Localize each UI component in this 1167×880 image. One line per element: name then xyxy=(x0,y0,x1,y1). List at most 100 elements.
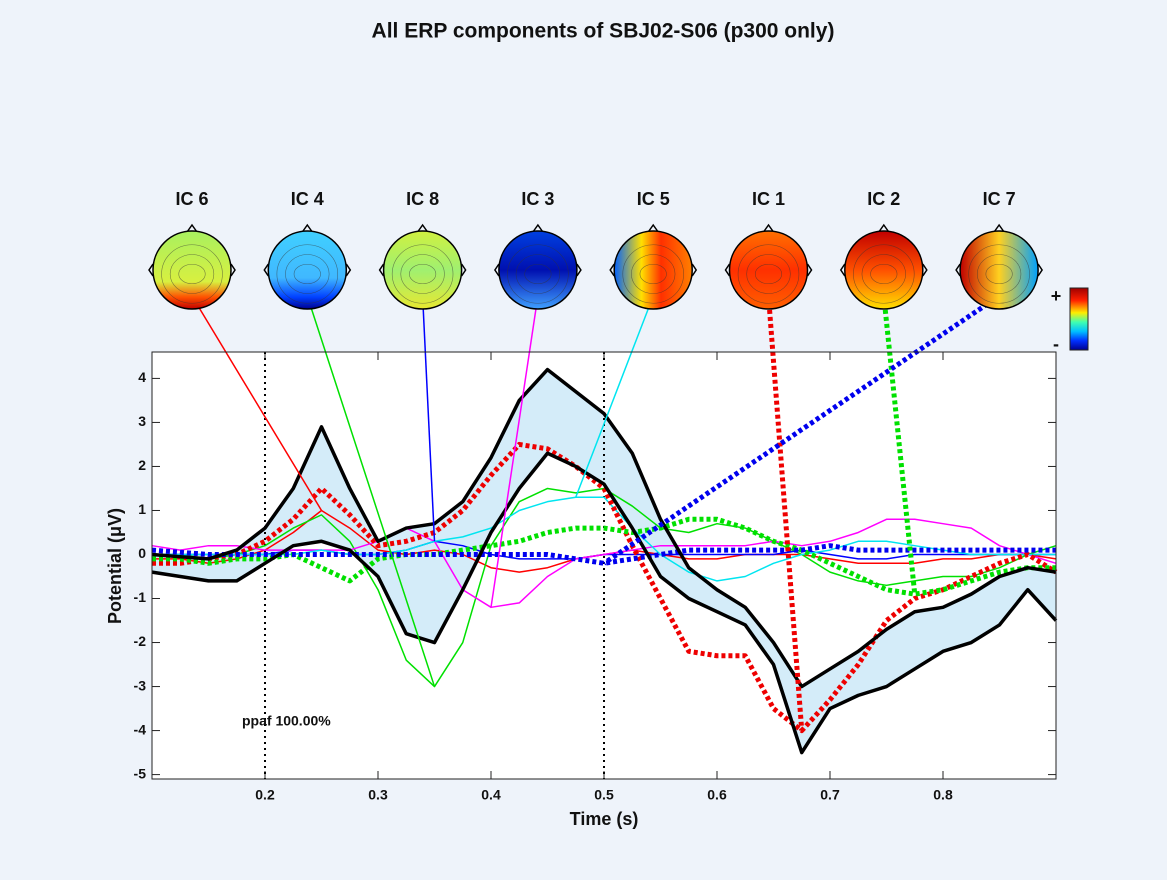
component-line xyxy=(151,543,1056,566)
colorbar-label: + xyxy=(1051,286,1062,306)
topomap-contour xyxy=(409,263,437,285)
topomap-ear xyxy=(839,263,846,277)
topomap-contour xyxy=(524,263,552,285)
colorbar-label: - xyxy=(1053,334,1059,354)
topomap-nose xyxy=(186,223,198,233)
x-tick-label: 0.5 xyxy=(594,787,614,803)
y-tick-label: -2 xyxy=(134,633,147,649)
y-tick-label: -1 xyxy=(134,589,147,605)
topomap xyxy=(959,230,1039,310)
envelope-area xyxy=(152,369,1056,753)
topomap-contour xyxy=(507,244,569,304)
plot-frame xyxy=(151,351,1057,780)
topomap-contour xyxy=(968,244,1030,304)
topomap-contour xyxy=(276,244,339,304)
x-axis-label: Time (s) xyxy=(570,809,639,829)
topomap-nose xyxy=(993,223,1005,233)
topomap-contour xyxy=(754,263,783,285)
topomap-contour xyxy=(985,263,1013,285)
y-tick-label: 2 xyxy=(138,457,146,473)
topomap-nose xyxy=(532,223,544,233)
x-tick-label: 0.8 xyxy=(933,787,953,803)
topomaps: IC 6 IC 4 IC 8 IC 3 IC 5 IC 1 IC 2 IC 7 xyxy=(148,189,1044,310)
x-tick-label: 0.7 xyxy=(820,787,840,803)
y-tick-label: 4 xyxy=(138,369,146,385)
topomap-ear xyxy=(576,263,582,277)
topomap-contour xyxy=(631,254,676,294)
component-link xyxy=(191,295,323,511)
topomap-label: IC 1 xyxy=(752,189,785,209)
topomap-label: IC 2 xyxy=(867,189,900,209)
topomap-ear xyxy=(230,263,236,277)
topomap-ear xyxy=(1037,263,1044,277)
topomap-ear xyxy=(806,263,813,277)
topomap-contour xyxy=(515,254,561,294)
annotation: ppaf 100.00% xyxy=(242,713,331,729)
topomap xyxy=(844,230,924,310)
topomap-nose xyxy=(878,223,890,233)
topomap-contour xyxy=(391,244,454,304)
topomap-contour xyxy=(639,263,667,285)
topomap xyxy=(267,230,348,310)
topomap-contour xyxy=(622,244,684,304)
component-link xyxy=(766,295,805,731)
topomap-contour xyxy=(400,254,445,294)
topomap xyxy=(152,230,232,310)
topomap-ear xyxy=(345,263,352,277)
topomap-nose xyxy=(416,223,429,233)
y-tick-label: -4 xyxy=(134,721,147,737)
x-tick-label: 0.2 xyxy=(255,787,275,803)
topomap-ear xyxy=(148,263,154,277)
topomap-label: IC 4 xyxy=(291,189,324,209)
topomap-contour xyxy=(976,254,1022,294)
topomap-contour xyxy=(861,254,906,294)
y-tick-label: 0 xyxy=(138,545,146,561)
component-link xyxy=(421,295,436,542)
component-link xyxy=(575,295,654,498)
topomap-contour xyxy=(285,254,330,294)
y-tick-label: 1 xyxy=(138,501,146,517)
x-tick-label: 0.4 xyxy=(481,787,501,803)
chart-title: All ERP components of SBJ02-S06 (p300 on… xyxy=(372,20,835,43)
topomap-ear xyxy=(460,263,467,277)
topomap-ear xyxy=(609,263,615,277)
component-line xyxy=(152,441,1058,734)
topomap-nose xyxy=(762,223,775,233)
envelope-line xyxy=(151,367,1057,689)
component-link xyxy=(602,293,1001,566)
topomap xyxy=(498,230,578,310)
component-link xyxy=(306,295,436,687)
topomap-contour xyxy=(746,254,791,294)
topomap-ear xyxy=(724,263,731,277)
topomap-label: IC 6 xyxy=(175,189,208,209)
topomap-contour xyxy=(870,263,898,285)
topomap-contour xyxy=(853,244,915,304)
topomap-contour xyxy=(178,263,206,285)
topomap-ear xyxy=(691,263,698,277)
topomap-label: IC 7 xyxy=(983,189,1016,209)
topomap-contour xyxy=(161,244,223,304)
y-tick-label: -3 xyxy=(134,677,147,693)
x-tick-label: 0.3 xyxy=(368,787,388,803)
topomap-ear xyxy=(263,263,269,277)
topomap xyxy=(382,230,463,310)
component-link xyxy=(490,295,539,608)
component-link xyxy=(881,295,918,595)
envelope-line xyxy=(151,451,1058,755)
plot xyxy=(151,293,1058,779)
topomap xyxy=(613,230,693,310)
colorbar xyxy=(1069,287,1089,351)
topomap-nose xyxy=(647,223,659,233)
topomap-ear xyxy=(378,263,385,277)
topomap-nose xyxy=(301,223,313,233)
y-tick-label: 3 xyxy=(138,413,146,429)
topomap-ear xyxy=(955,263,961,277)
topomap-ear xyxy=(493,263,500,277)
topomap-contour xyxy=(169,254,215,294)
topomap-ear xyxy=(922,263,928,277)
x-tick-label: 0.6 xyxy=(707,787,727,803)
y-tick-label: -5 xyxy=(134,765,147,781)
topomap-label: IC 8 xyxy=(406,189,439,209)
